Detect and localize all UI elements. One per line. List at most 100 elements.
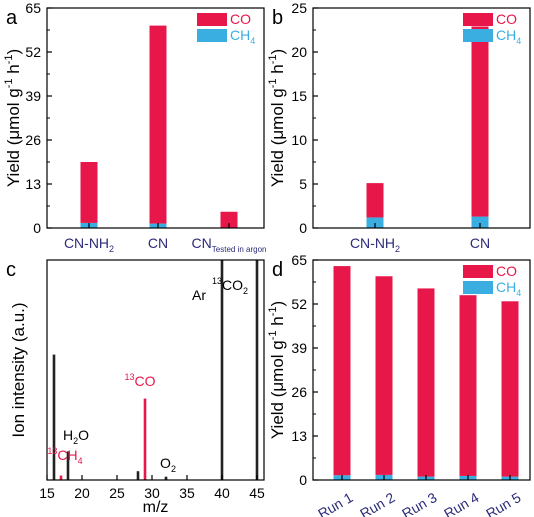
spectrum-peak xyxy=(66,451,70,480)
x-axis-label: m/z xyxy=(143,499,169,516)
y-tick-label: 15 xyxy=(291,88,307,104)
y-axis-label: Yield (μmol g-1 h-1) xyxy=(267,301,287,439)
x-tick-label: Run 3 xyxy=(399,489,440,517)
y-tick-label: 5 xyxy=(299,176,307,192)
x-tick-label: 45 xyxy=(249,485,265,501)
legend-label-ch4: CH4 xyxy=(230,27,255,46)
y-axis-label-end: ) xyxy=(268,301,287,307)
spectrum-peak xyxy=(136,471,140,480)
panel-label-a: a xyxy=(6,7,18,29)
x-tick-label-main: CN-NH xyxy=(64,235,109,251)
y-axis-label: Yield (μmol g-1 h-1) xyxy=(3,49,23,187)
bar-co xyxy=(501,301,519,477)
x-tick-label-sub: 2 xyxy=(395,244,400,254)
y-tick-label: 20 xyxy=(291,44,307,60)
x-tick-label: 40 xyxy=(214,485,230,501)
x-tick-label-main: CN-NH xyxy=(350,235,395,251)
annotation-main: CO xyxy=(135,373,156,389)
y-axis-label-sup: -1 xyxy=(267,78,279,88)
y-tick-label: 26 xyxy=(291,384,307,400)
x-tick-label: 15 xyxy=(39,485,55,501)
legend-swatch-co xyxy=(197,13,227,26)
x-tick-label: 35 xyxy=(179,485,195,501)
bar-co xyxy=(471,26,489,217)
legend-label-co: CO xyxy=(230,11,251,27)
bar-co xyxy=(80,162,98,223)
annotation-main: Ar xyxy=(192,287,206,303)
bar-ch4 xyxy=(471,216,489,228)
bar-co xyxy=(333,266,351,476)
y-tick-label: 39 xyxy=(25,88,41,104)
x-tick-label: Run 2 xyxy=(357,489,398,517)
panel-label-d: d xyxy=(272,259,283,281)
y-tick-label: 26 xyxy=(25,132,41,148)
y-axis-label-sup: -1 xyxy=(267,55,279,65)
x-tick-label: CN xyxy=(148,235,168,251)
y-tick-label: 39 xyxy=(291,340,307,356)
plot-frame xyxy=(46,259,265,481)
y-axis-label: Ion intensity (a.u.) xyxy=(9,302,28,437)
y-axis-label-sup: -1 xyxy=(267,307,279,317)
annotation-sub: 4 xyxy=(78,456,83,466)
x-tick-label-sub: 2 xyxy=(109,244,114,254)
legend-label-co: CO xyxy=(496,263,517,279)
legend-swatch-co xyxy=(463,265,493,278)
y-axis-label-main: Yield (μmol g xyxy=(268,340,287,439)
x-tick-label: 30 xyxy=(144,485,160,501)
x-tick-label: Run 4 xyxy=(441,489,482,517)
bar-co xyxy=(149,25,167,224)
y-tick-label: 52 xyxy=(291,296,307,312)
y-axis-label-main: Yield (μmol g xyxy=(4,88,23,187)
spectrum-peak xyxy=(220,260,224,480)
legend-label-ch4-main: CH xyxy=(496,27,516,43)
y-tick-label: 13 xyxy=(25,176,41,192)
bar-co xyxy=(375,276,393,475)
chart-panel-c: 15 20 25 30 35 40 45 m/z Ion intensity (a.u.) H2O… xyxy=(9,259,265,516)
x-tick-label: 25 xyxy=(109,485,125,501)
x-tick-label-main: CN xyxy=(192,235,212,251)
y-axis-label-sup: -1 xyxy=(3,55,15,65)
annotation-main: CH xyxy=(57,447,77,463)
x-tick-label: CN-NH2 xyxy=(350,235,400,254)
y-axis-label-sup: -1 xyxy=(267,330,279,340)
bar-co xyxy=(220,211,238,228)
legend-swatch-co xyxy=(463,13,493,26)
y-axis-label-main: Yield (μmol g xyxy=(268,88,287,187)
bar-ch4 xyxy=(366,217,384,228)
y-axis-label-mid: h xyxy=(268,64,287,78)
x-tick-label: CN-NH2 xyxy=(64,235,114,254)
legend-label-ch4-main: CH xyxy=(496,279,516,295)
y-axis-label-end: ) xyxy=(268,49,287,55)
x-tick-label: 20 xyxy=(74,485,90,501)
annotation-sub: 2 xyxy=(73,436,78,446)
bar-co xyxy=(459,295,477,476)
y-tick-label: 0 xyxy=(299,220,307,236)
peak-annotation: 13CH4 xyxy=(47,446,82,466)
y-tick-label: 25 xyxy=(291,0,307,16)
x-tick-label-sub: Tested in argon xyxy=(212,245,267,254)
y-axis-label-mid: h xyxy=(4,64,23,78)
legend-label-ch4-sub: 4 xyxy=(250,36,255,46)
x-tick-label: Run 5 xyxy=(483,489,524,517)
peak-annotation: O2 xyxy=(160,455,176,474)
y-axis-label: Yield (μmol g-1 h-1) xyxy=(267,49,287,187)
peak-annotation: H2O xyxy=(63,427,89,446)
legend-label-ch4-main: CH xyxy=(230,27,250,43)
annotation-presup: 13 xyxy=(212,276,222,286)
peak-annotation: Ar xyxy=(192,287,206,303)
peak-annotation: 13CO xyxy=(124,372,155,389)
annotation-post: O xyxy=(78,427,89,443)
annotation-presup: 13 xyxy=(47,446,57,456)
bar-co xyxy=(366,183,384,218)
spectrum-peak xyxy=(255,260,259,480)
panel-label-b: b xyxy=(272,7,283,29)
x-tick-label: CNTested in argon xyxy=(192,235,267,254)
annotation-presup: 13 xyxy=(124,372,134,382)
panel-label-c: c xyxy=(6,259,16,281)
y-tick-label: 65 xyxy=(25,0,41,16)
legend-swatch-ch4 xyxy=(463,29,493,42)
